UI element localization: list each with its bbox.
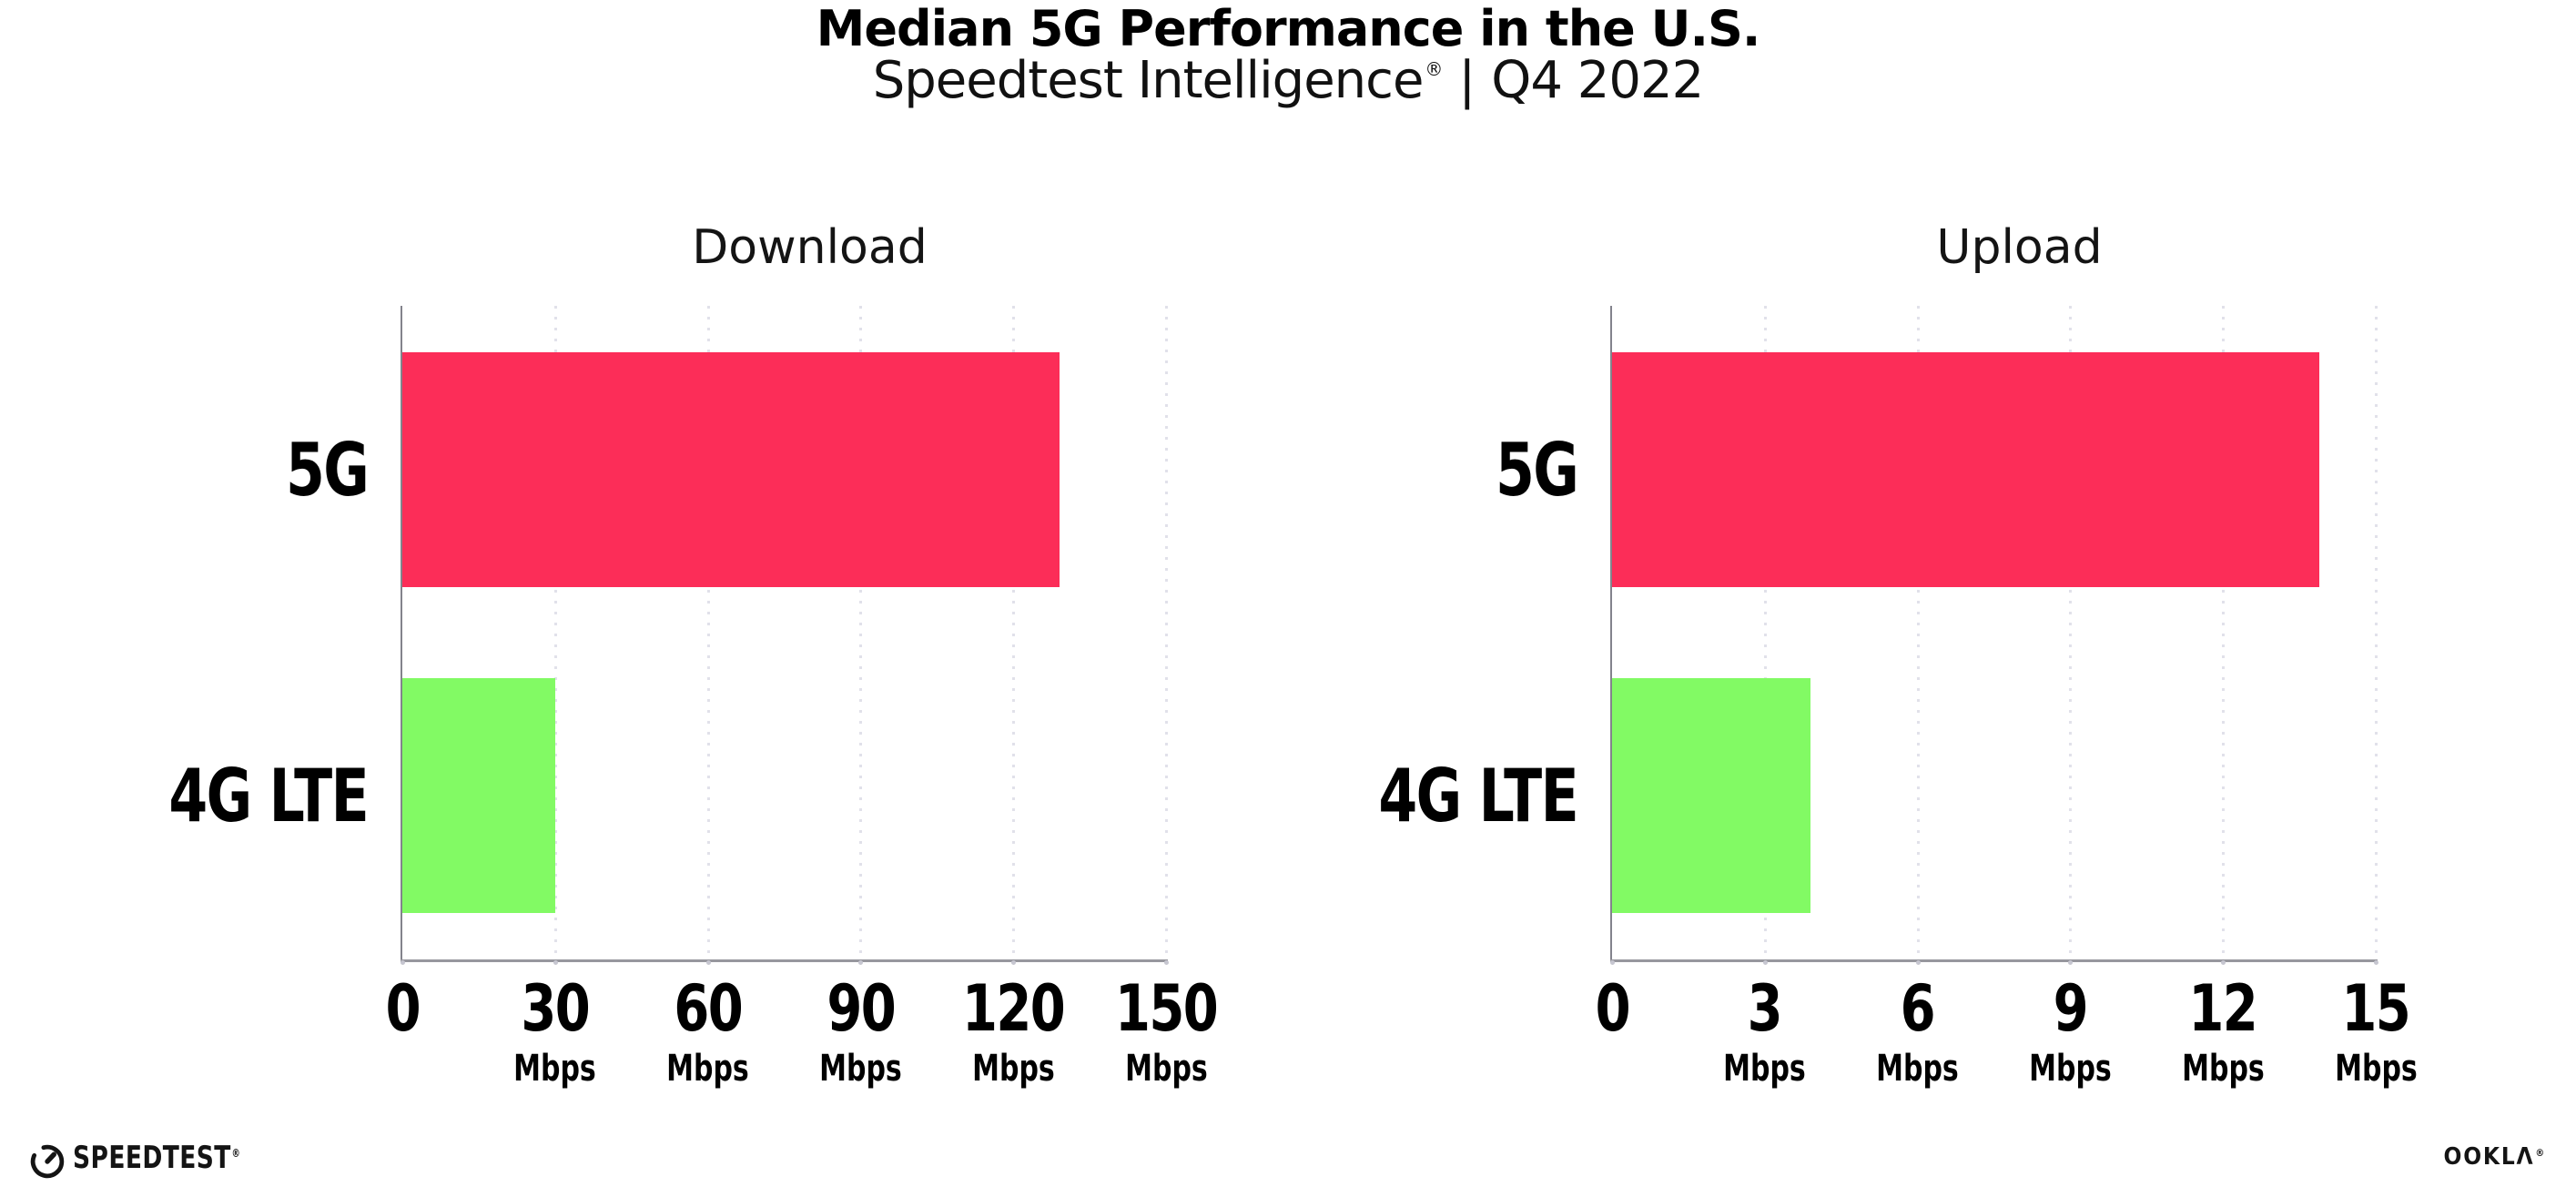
x-tick-unit: Mbps bbox=[971, 1048, 1055, 1090]
tick-mark bbox=[2221, 960, 2226, 965]
tick-mark bbox=[401, 960, 405, 965]
y-label-4g-lte: 4G LTE bbox=[168, 753, 369, 838]
bar-4g-lte bbox=[402, 678, 555, 913]
speedtest-wordmark: SPEEDTEST® bbox=[73, 1140, 241, 1176]
speedtest-gauge-icon bbox=[30, 1144, 65, 1178]
x-tick-value: 30 bbox=[521, 971, 590, 1046]
ookla-logo: OOKLΛ® bbox=[2443, 1143, 2546, 1175]
gridline bbox=[859, 306, 863, 959]
gridline bbox=[2222, 306, 2226, 959]
gridline bbox=[1165, 306, 1168, 959]
y-label-5g: 5G bbox=[1495, 427, 1579, 512]
tick-mark bbox=[1164, 960, 1169, 965]
x-tick-unit: Mbps bbox=[1124, 1048, 1208, 1090]
download-chart-plot: Download 0 30 Mbps 60 Mbps 90 Mbps 120 Mbps 150 Mb… bbox=[168, 222, 1218, 1087]
x-tick-value: 0 bbox=[385, 971, 421, 1046]
gridline bbox=[2375, 306, 2378, 959]
x-tick-unit: Mbps bbox=[2181, 1048, 2265, 1090]
x-tick-unit: Mbps bbox=[513, 1048, 597, 1090]
upload-chart-title: Upload bbox=[1936, 220, 2103, 275]
x-tick-value: 15 bbox=[2341, 971, 2411, 1046]
x-tick-unit: Mbps bbox=[666, 1048, 749, 1090]
tick-mark bbox=[1915, 960, 1921, 965]
subtitle-period: Q4 2022 bbox=[1491, 51, 1704, 110]
speedtest-logo: SPEEDTEST® bbox=[30, 1141, 288, 1181]
gridline bbox=[553, 306, 557, 959]
x-tick-unit: Mbps bbox=[1723, 1048, 1807, 1090]
page-title: Median 5G Performance in the U.S. bbox=[816, 0, 1761, 57]
subtitle-separator: | bbox=[1458, 51, 1476, 110]
tick-mark bbox=[553, 960, 558, 965]
tick-mark bbox=[2068, 960, 2074, 965]
x-tick-value: 12 bbox=[2188, 971, 2258, 1046]
download-chart-title: Download bbox=[692, 220, 928, 275]
gridline bbox=[1763, 306, 1767, 959]
x-tick-value: 6 bbox=[1900, 971, 1936, 1046]
gridline bbox=[1012, 306, 1016, 959]
gridline bbox=[1916, 306, 1920, 959]
subtitle-brand: Speedtest Intelligence bbox=[872, 51, 1425, 110]
registered-mark: ® bbox=[1425, 58, 1443, 80]
x-tick-value: 3 bbox=[1748, 971, 1783, 1046]
gridline bbox=[706, 306, 710, 959]
x-axis-line bbox=[401, 959, 1168, 962]
x-tick-unit: Mbps bbox=[2334, 1048, 2418, 1090]
x-tick-value: 120 bbox=[962, 971, 1066, 1046]
y-label-5g: 5G bbox=[285, 427, 370, 512]
speedtest-registered-mark: ® bbox=[231, 1147, 241, 1160]
tick-mark bbox=[858, 960, 864, 965]
y-label-4g-lte: 4G LTE bbox=[1378, 753, 1578, 838]
tick-mark bbox=[2374, 960, 2378, 965]
x-tick-value: 0 bbox=[1595, 971, 1630, 1046]
tick-mark bbox=[1011, 960, 1017, 965]
x-tick-unit: Mbps bbox=[1876, 1048, 1959, 1090]
tick-mark bbox=[1762, 960, 1768, 965]
x-axis-line bbox=[1610, 959, 2378, 962]
gridline bbox=[2069, 306, 2073, 959]
bar-5g bbox=[402, 352, 1060, 587]
tick-mark bbox=[1610, 960, 1615, 965]
x-tick-value: 60 bbox=[674, 971, 743, 1046]
bar-5g bbox=[1612, 352, 2320, 587]
bar-4g-lte bbox=[1612, 678, 1811, 913]
x-tick-value: 9 bbox=[2053, 971, 2089, 1046]
x-tick-value: 150 bbox=[1114, 971, 1219, 1046]
upload-chart-plot: Upload 0 3 Mbps 6 Mbps 9 Mbps 12 Mbps 15 Mbps 5G 4G … bbox=[1378, 222, 2417, 1087]
x-tick-value: 90 bbox=[827, 971, 896, 1046]
x-tick-unit: Mbps bbox=[819, 1048, 902, 1090]
page-subtitle: Speedtest Intelligence ® | Q4 2022 bbox=[0, 53, 2576, 119]
tick-mark bbox=[705, 960, 711, 965]
ookla-wordmark: OOKLΛ bbox=[2443, 1143, 2535, 1171]
ookla-registered-mark: ® bbox=[2535, 1147, 2546, 1159]
x-tick-unit: Mbps bbox=[2029, 1048, 2112, 1090]
